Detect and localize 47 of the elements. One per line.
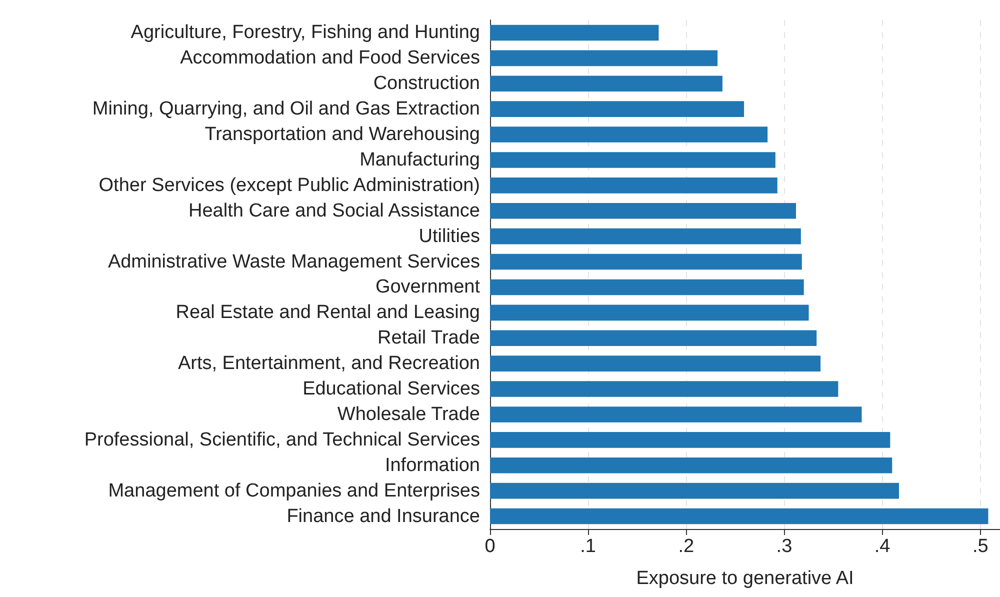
y-tick-label: Real Estate and Rental and Leasing [176, 302, 480, 324]
y-tick-label: Retail Trade [378, 328, 480, 349]
y-tick-label: Government [375, 276, 481, 298]
x-tick-label: 0 [484, 536, 496, 557]
bar [490, 330, 817, 346]
y-tick-label: Management of Companies and Enterprises [108, 480, 480, 502]
bar [490, 381, 838, 397]
y-tick-label: Utilities [418, 226, 480, 247]
y-tick-label: Manufacturing [360, 149, 480, 170]
y-tick-label: Transportation and Warehousing [204, 124, 480, 146]
bar [490, 406, 862, 422]
bar [490, 432, 890, 448]
bar [490, 50, 718, 66]
bar [490, 76, 722, 92]
y-tick-label: Health Care and Social Assistance [188, 200, 480, 222]
y-tick-label: Accommodation and Food Services [180, 48, 480, 69]
y-tick-label: Construction [373, 73, 480, 94]
bar [490, 178, 778, 194]
bar [490, 508, 988, 524]
bar [490, 24, 659, 41]
x-axis-title: Exposure to generative AI [636, 568, 854, 589]
x-tick-label: .4 [874, 536, 891, 557]
y-tick-label: Educational Services [302, 378, 480, 400]
bar [490, 228, 801, 244]
y-tick-label: Other Services (except Public Administration) [98, 174, 480, 196]
x-tick-label: .1 [580, 536, 596, 557]
y-tick-label: Professional, Scientific, and Technical Services [84, 429, 480, 450]
bar [490, 279, 804, 296]
bar [490, 152, 776, 168]
bar [490, 101, 744, 117]
y-tick-label: Information [384, 454, 480, 476]
bar [490, 356, 821, 372]
bar [490, 254, 802, 270]
x-tick-label: .5 [972, 536, 988, 557]
x-tick-label: .3 [776, 536, 792, 557]
bar [490, 457, 892, 474]
y-tick-label: Mining, Quarrying, and Oil and Gas Extraction [92, 98, 480, 120]
x-tick-label: .2 [678, 536, 694, 557]
bar [490, 304, 809, 321]
y-tick-label: Finance and Insurance [286, 506, 480, 527]
y-tick-label: Arts, Entertainment, and Recreation [178, 353, 480, 374]
y-tick-label: Agriculture, Forestry, Fishing and Hunting [130, 22, 480, 44]
bar [490, 126, 768, 142]
y-tick-label: Administrative Waste Management Services [108, 251, 480, 272]
bar [490, 482, 899, 499]
bar [490, 202, 796, 219]
y-tick-label: Wholesale Trade [337, 404, 480, 425]
